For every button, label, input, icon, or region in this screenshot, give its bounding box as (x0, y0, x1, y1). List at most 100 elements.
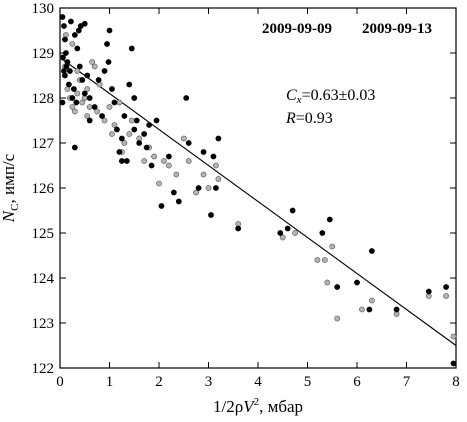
legend-label-1: 2009-09-09 (262, 21, 332, 37)
series-2-point-36 (215, 176, 222, 182)
series-1-point-66 (326, 216, 333, 223)
series-2-point-43 (334, 315, 341, 322)
x-tick-label-6: 6 (353, 374, 361, 390)
series-1-point-15 (70, 86, 77, 92)
series-1-point-37 (121, 113, 128, 119)
series-1-point-59 (213, 185, 219, 191)
annotation-cx-label: C (286, 87, 297, 104)
x-tick-label-0: 0 (56, 374, 64, 390)
series-2-point-23 (141, 158, 148, 164)
series-1-point-17 (67, 18, 74, 25)
series-2-point-38 (279, 234, 286, 241)
series-1-point-14 (81, 90, 88, 97)
series-1-point-57 (208, 212, 214, 218)
series-1-point-10 (71, 32, 78, 38)
series-2-point-10 (84, 113, 91, 119)
x-axis-title: 1/2ρV2, мбар (213, 396, 303, 416)
series-2-point-28 (165, 162, 172, 169)
series-1-point-38 (123, 158, 130, 164)
series-1-point-32 (111, 99, 118, 106)
series-2-point-32 (193, 189, 200, 196)
data-points (59, 14, 457, 367)
y-tick-label-124: 124 (32, 271, 55, 287)
series-2-point-4 (69, 104, 76, 110)
series-1-point-22 (63, 63, 70, 70)
series-1-point-43 (136, 140, 143, 146)
series-1-point-12 (76, 63, 83, 70)
y-axis-title-sub: C (9, 204, 21, 211)
series-1-point-54 (185, 140, 192, 146)
x-tick-label-7: 7 (403, 374, 411, 390)
series-1-point-29 (104, 41, 110, 47)
series-2-point-17 (111, 122, 118, 128)
plot-area (59, 7, 457, 369)
series-1-point-78 (131, 126, 138, 133)
series-2-point-44 (324, 279, 331, 286)
series-2-point-8 (79, 99, 86, 106)
x-tick-label-2: 2 (155, 374, 163, 390)
series-2-point-53 (74, 68, 81, 74)
series-1-point-56 (200, 149, 207, 155)
series-1-point-74 (450, 360, 457, 367)
series-2-point-18 (116, 99, 123, 106)
series-1-point-24 (86, 95, 93, 101)
annotation-r: R=0.93 (285, 110, 333, 127)
series-1-point-13 (79, 77, 86, 83)
y-axis-title-post: , имп/с (0, 153, 18, 203)
series-2-point-25 (151, 153, 157, 160)
fit-line (59, 57, 457, 346)
y-tick-label-126: 126 (32, 181, 55, 197)
series-1-point-76 (86, 117, 93, 124)
series-1-point-73 (443, 284, 449, 290)
y-tick-label-130: 130 (32, 1, 55, 17)
annotation-cx-value: =0.63±0.03 (302, 87, 376, 104)
legend-label-2: 2009-09-13 (362, 21, 432, 37)
series-2-point-34 (205, 185, 212, 191)
x-axis-title-pre: 1/2 (213, 397, 235, 416)
series-1-point-51 (170, 189, 177, 196)
y-tick-label-123: 123 (32, 316, 55, 332)
series-1-point-2 (62, 36, 68, 43)
series-1-point-35 (116, 149, 123, 155)
series-1-point-31 (109, 86, 115, 92)
series-2-point-29 (173, 171, 180, 178)
x-axis-title-post: , мбар (259, 397, 303, 416)
series-2-point-42 (329, 243, 336, 250)
x-axis-title-rho: ρ (235, 397, 243, 416)
series-1-point-47 (148, 162, 155, 169)
series-2-point-16 (106, 104, 113, 110)
y-tick-label-122: 122 (32, 361, 55, 377)
y-tick-label-129: 129 (32, 46, 55, 62)
series-2-point-33 (200, 171, 207, 178)
series-1-point-71 (393, 306, 400, 313)
series-1-point-72 (425, 288, 432, 295)
series-1-point-46 (146, 122, 152, 128)
series-2-point-50 (450, 333, 457, 340)
series-1-point-20 (81, 20, 88, 27)
series-1-point-64 (289, 207, 296, 214)
series-2-point-49 (443, 293, 449, 299)
series-1-point-67 (334, 284, 341, 290)
series-1-point-27 (99, 113, 105, 119)
series-1-point-58 (210, 153, 217, 160)
series-1-point-49 (158, 203, 165, 209)
series-2-point-19 (121, 140, 128, 146)
series-1-point-53 (183, 95, 190, 101)
x-tick-label-8: 8 (452, 374, 460, 390)
series-1-point-0 (59, 14, 66, 20)
series-1-point-34 (114, 126, 120, 133)
annotation-cx-sub: x (296, 94, 302, 106)
series-2-point-52 (69, 41, 76, 47)
series-2-point-12 (89, 59, 96, 65)
series-1-point-28 (101, 68, 108, 74)
series-1-point-9 (69, 95, 76, 101)
series-1-point-39 (126, 81, 133, 88)
series-2-point-31 (185, 158, 192, 164)
series-1-point-69 (366, 306, 373, 313)
series-1-point-25 (91, 104, 98, 110)
x-axis-title-var: V (243, 397, 256, 416)
series-1-point-23 (84, 72, 91, 79)
series-1-point-60 (215, 135, 222, 142)
series-2-point-55 (94, 108, 101, 115)
